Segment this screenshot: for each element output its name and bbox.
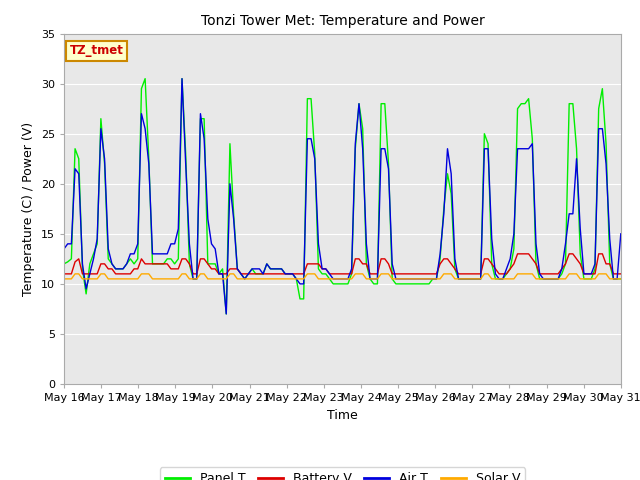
Legend: Panel T, Battery V, Air T, Solar V: Panel T, Battery V, Air T, Solar V <box>160 468 525 480</box>
Solar V <box>255 276 263 282</box>
Air T <box>617 231 625 237</box>
Panel T <box>259 271 267 277</box>
Battery V <box>422 271 429 277</box>
Panel T <box>617 276 625 282</box>
Line: Solar V: Solar V <box>64 274 621 279</box>
Battery V <box>145 261 153 267</box>
Battery V <box>252 271 260 277</box>
Air T <box>204 216 212 222</box>
Air T <box>79 261 86 267</box>
Air T <box>223 311 230 317</box>
Solar V <box>60 276 68 282</box>
Battery V <box>200 256 208 262</box>
Battery V <box>433 271 440 277</box>
Panel T <box>440 206 447 212</box>
Air T <box>145 161 153 167</box>
X-axis label: Time: Time <box>327 408 358 421</box>
Battery V <box>514 251 522 257</box>
Air T <box>259 271 267 277</box>
Panel T <box>148 261 156 267</box>
Panel T <box>204 261 212 267</box>
Battery V <box>79 271 86 277</box>
Solar V <box>436 276 444 282</box>
Air T <box>178 76 186 82</box>
Solar V <box>83 276 90 282</box>
Battery V <box>60 271 68 277</box>
Line: Air T: Air T <box>64 79 621 314</box>
Solar V <box>425 276 433 282</box>
Panel T <box>141 76 149 82</box>
Solar V <box>71 271 79 277</box>
Title: Tonzi Tower Met: Temperature and Power: Tonzi Tower Met: Temperature and Power <box>200 14 484 28</box>
Solar V <box>148 276 156 282</box>
Panel T <box>60 261 68 267</box>
Text: TZ_tmet: TZ_tmet <box>70 44 124 57</box>
Line: Panel T: Panel T <box>64 79 621 314</box>
Solar V <box>617 276 625 282</box>
Battery V <box>617 271 625 277</box>
Air T <box>440 211 447 216</box>
Air T <box>429 276 436 282</box>
Air T <box>60 246 68 252</box>
Panel T <box>429 276 436 282</box>
Panel T <box>223 311 230 317</box>
Line: Battery V: Battery V <box>64 254 621 274</box>
Solar V <box>204 276 212 282</box>
Panel T <box>79 266 86 272</box>
Y-axis label: Temperature (C) / Power (V): Temperature (C) / Power (V) <box>22 122 35 296</box>
